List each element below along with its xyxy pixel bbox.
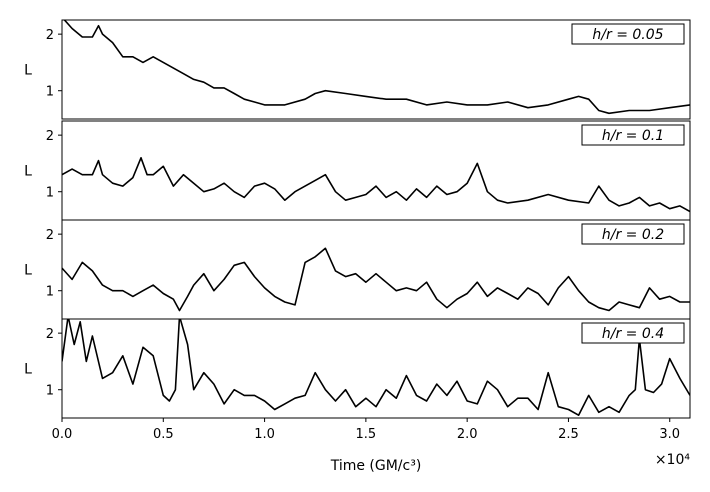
- panel-2: 1 2 Lh/r = 0.1: [24, 120, 691, 221]
- x-tick-label: 0.5: [153, 427, 174, 442]
- series-line-panel-1: [63, 20, 690, 115]
- panel-1: 1 2 Lh/r = 0.05: [24, 19, 691, 120]
- series-line-panel-3: [62, 247, 690, 312]
- x-tick-label: 3.0: [659, 427, 680, 442]
- y-axis-label: L: [24, 362, 32, 378]
- panels-group: 1 2 Lh/r = 0.05 1 2 Lh/r = 0.1 1 2 Lh/r = 0.2 1 2 L…: [24, 19, 691, 419]
- panel-frame: [61, 318, 691, 419]
- y-tick-label: 1: [46, 186, 54, 201]
- x-axis-multiplier: ×10⁴: [655, 452, 691, 468]
- series-line-panel-2: [62, 157, 690, 213]
- y-tick-label: 1: [46, 285, 54, 300]
- y-tick-label: 2: [46, 129, 54, 144]
- x-tick-label: 1.5: [356, 427, 377, 442]
- panel-frame: [61, 19, 691, 120]
- y-axis-label: L: [24, 164, 32, 180]
- y-tick-label: 1: [46, 85, 54, 100]
- legend-box: [581, 223, 685, 245]
- y-tick-label: 2: [46, 28, 54, 43]
- y-axis-label: L: [24, 63, 32, 79]
- x-axis-label: Time (GM/c³): [330, 458, 422, 474]
- legend-label: h/r = 0.2: [602, 227, 664, 243]
- legend-box: [581, 322, 685, 344]
- x-tick-label: 2.5: [558, 427, 579, 442]
- y-tick-label: 2: [46, 327, 54, 342]
- panel-3: 1 2 Lh/r = 0.2: [24, 219, 691, 320]
- x-axis: 0.0 0.5 1.0 1.5 2.0 2.5 3.0: [52, 418, 680, 442]
- x-tick-label: 2.0: [457, 427, 478, 442]
- series-line-panel-4: [62, 319, 690, 417]
- legend-label: h/r = 0.05: [592, 27, 663, 43]
- y-tick-label: 1: [46, 384, 54, 399]
- legend-box: [571, 23, 685, 45]
- legend-box: [581, 124, 685, 146]
- x-tick-label: 1.0: [254, 427, 275, 442]
- panel-4: 1 2 Lh/r = 0.4: [24, 318, 691, 419]
- legend-label: h/r = 0.1: [602, 128, 664, 144]
- y-axis-label: L: [24, 263, 32, 279]
- y-tick-label: 2: [46, 228, 54, 243]
- x-tick-label: 0.0: [52, 427, 73, 442]
- legend-label: h/r = 0.4: [602, 326, 664, 342]
